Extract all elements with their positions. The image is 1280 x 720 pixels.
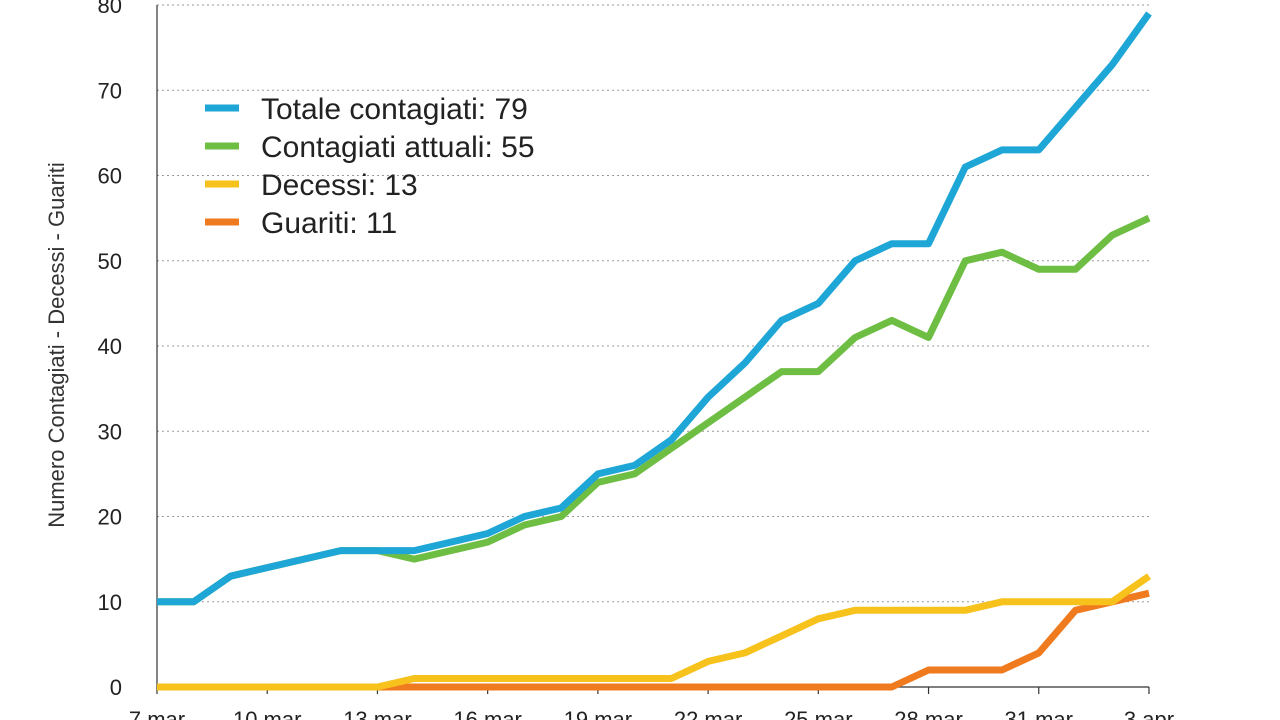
x-tick-label: 13 mar: [343, 707, 411, 720]
x-tick-label: 31 mar: [1005, 707, 1073, 720]
series-line-1: [157, 11, 1152, 606]
y-tick-label: 50: [98, 249, 122, 274]
y-axis-label: Numero Contagiati - Decessi - Guariti: [44, 162, 69, 528]
y-tick-label: 70: [98, 78, 122, 103]
y-tick-label: 10: [98, 590, 122, 615]
y-tick-label: 0: [110, 675, 122, 700]
x-tick-label: 3 apr: [1124, 707, 1174, 720]
x-tick-label: 7 mar: [129, 707, 185, 720]
series-line-2: [157, 214, 1151, 606]
x-tick-label: 16 mar: [453, 707, 521, 720]
y-tick-label: 60: [98, 164, 122, 189]
legend-label: Guariti: 11: [261, 207, 397, 240]
x-tick-label: 25 mar: [784, 707, 852, 720]
legend-label: Contagiati attuali: 55: [261, 131, 535, 164]
grid: [157, 4, 1149, 603]
y-tick-label: 80: [98, 0, 122, 18]
legend-label: Decessi: 13: [261, 169, 418, 202]
x-tick-labels: 7 mar 10 mar 13 mar 16 mar 19 mar 22 mar 25 ma…: [129, 687, 1174, 720]
x-tick-label: 22 mar: [674, 707, 742, 720]
x-tick-label: 19 mar: [564, 707, 632, 720]
legend-label: Totale contagiati: 79: [261, 93, 528, 126]
y-tick-label: 40: [98, 334, 122, 359]
series: [157, 11, 1152, 691]
y-tick-label: 20: [98, 505, 122, 530]
x-tick-label: 28 mar: [894, 707, 962, 720]
series-line-3: [157, 573, 1151, 691]
legend: Totale contagiati: 79 Contagiati attuali:…: [205, 93, 535, 240]
y-tick-label: 30: [98, 419, 122, 444]
x-tick-label: 10 mar: [233, 707, 301, 720]
series-line-4: [157, 589, 1150, 691]
y-tick-labels: 0 10 20 30 40 50 60 70 80: [98, 0, 122, 700]
